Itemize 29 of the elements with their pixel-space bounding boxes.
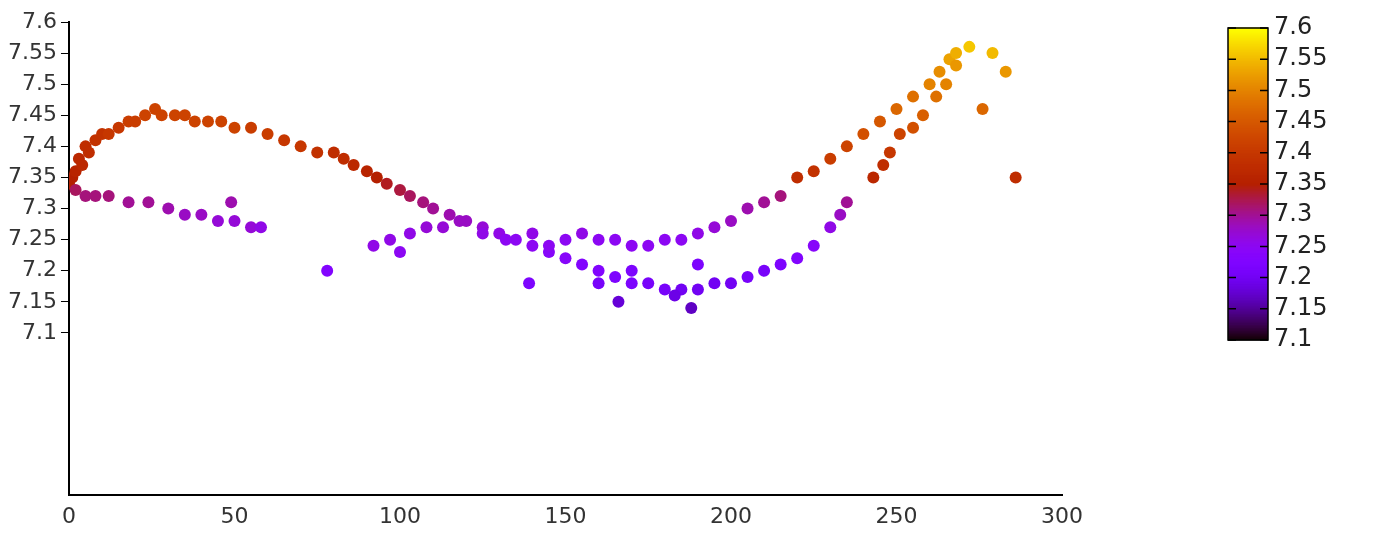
- y-tick-label: 7.1: [21, 318, 57, 344]
- color-bar-label: 7.15: [1274, 293, 1328, 322]
- y-tick-label: 7.45: [8, 101, 57, 126]
- y-tick-label: 7.2: [21, 256, 57, 282]
- color-bar-label: 7.4: [1274, 137, 1313, 166]
- x-tick-label: 0: [61, 502, 76, 528]
- y-tick-label: 7.25: [8, 225, 57, 251]
- x-tick-label: 150: [544, 502, 587, 528]
- color-bar-label: 7.1: [1274, 324, 1313, 353]
- color-bar-label: 7.3: [1274, 199, 1313, 228]
- color-bar-label: 7.2: [1274, 261, 1313, 290]
- x-tick-label: 250: [875, 502, 918, 528]
- y-tick-label: 7.4: [21, 132, 57, 158]
- color-bar-label: 7.25: [1274, 230, 1328, 259]
- color-bar-label: 7.35: [1274, 168, 1328, 197]
- y-tick-label: 7.35: [8, 163, 57, 189]
- y-tick-label: 7.5: [21, 69, 57, 95]
- color-bar-label: 7.5: [1274, 74, 1313, 103]
- x-tick-label: 200: [709, 502, 752, 528]
- y-tick-label: 7.55: [8, 38, 57, 64]
- x-tick-label: 300: [1041, 502, 1083, 528]
- color-bar-label: 7.45: [1274, 105, 1328, 134]
- y-tick-label: 7.6: [21, 7, 57, 33]
- color-bar-label: 7.6: [1274, 12, 1313, 41]
- x-tick-label: 100: [378, 502, 421, 528]
- x-tick-label: 50: [220, 502, 249, 528]
- y-tick-label: 7.3: [21, 194, 57, 220]
- y-tick-label: 7.15: [8, 287, 57, 313]
- color-bar-label: 7.55: [1274, 43, 1328, 72]
